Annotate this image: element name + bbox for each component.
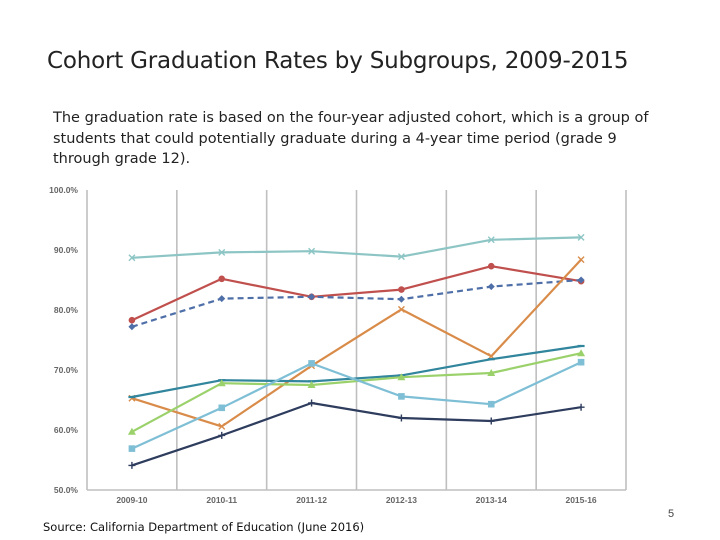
data-point: [218, 275, 226, 283]
data-point: [398, 286, 405, 293]
data-point: [487, 369, 496, 376]
data-point: [577, 349, 586, 357]
data-point: [308, 360, 315, 367]
slide-title: Cohort Graduation Rates by Subgroups, 20…: [47, 48, 629, 74]
x-tick-label: 2011-12: [296, 495, 327, 505]
x-tick-label: 2009-10: [116, 495, 147, 505]
y-tick-label: 50.0%: [54, 485, 79, 495]
series-line-2: [131, 265, 582, 322]
series-line-6: [131, 352, 582, 433]
x-tick-label: 2012-13: [386, 495, 417, 505]
data-point: [577, 358, 585, 366]
data-point: [577, 403, 585, 411]
data-point: [577, 256, 585, 264]
data-point: [577, 233, 585, 241]
data-point: [218, 404, 226, 412]
data-point: [397, 253, 405, 261]
data-point: [218, 422, 226, 430]
page-number: 5: [668, 508, 675, 520]
x-tick-label: 2010-11: [206, 495, 237, 505]
y-tick-label: 100.0%: [49, 185, 78, 195]
series-line-8: [131, 401, 582, 467]
data-point: [487, 236, 495, 244]
x-tick-label: 2015-16: [565, 495, 596, 505]
data-point: [398, 393, 405, 400]
data-point: [128, 445, 136, 452]
data-point: [218, 248, 226, 256]
y-tick-label: 80.0%: [54, 305, 79, 315]
series-line-4: [131, 258, 582, 428]
data-point: [487, 283, 495, 291]
data-point: [577, 276, 585, 284]
data-point: [487, 262, 495, 270]
data-point: [308, 247, 316, 255]
data-point: [397, 414, 405, 422]
data-point: [128, 316, 136, 324]
y-tick-label: 60.0%: [54, 425, 79, 435]
slide-subtitle: The graduation rate is based on the four…: [53, 110, 649, 167]
data-point: [217, 379, 226, 387]
data-point: [308, 399, 316, 407]
data-point: [127, 427, 136, 435]
data-point: [128, 254, 136, 262]
data-point: [487, 417, 495, 425]
series-line-1: [131, 236, 582, 259]
data-point: [128, 323, 136, 331]
data-point: [308, 293, 316, 301]
x-tick-label: 2013-14: [476, 495, 507, 505]
series-line-7: [131, 361, 582, 450]
data-point: [128, 461, 136, 469]
series-line-5: [131, 344, 582, 399]
y-tick-label: 90.0%: [54, 245, 79, 255]
data-point: [307, 381, 316, 388]
data-point: [397, 373, 406, 381]
data-point: [487, 400, 495, 408]
data-point: [397, 305, 405, 313]
data-point: [218, 295, 226, 303]
data-point: [218, 431, 226, 439]
source-note: Source: California Department of Educati…: [43, 520, 365, 534]
y-tick-label: 70.0%: [54, 365, 79, 375]
data-point: [397, 295, 405, 303]
